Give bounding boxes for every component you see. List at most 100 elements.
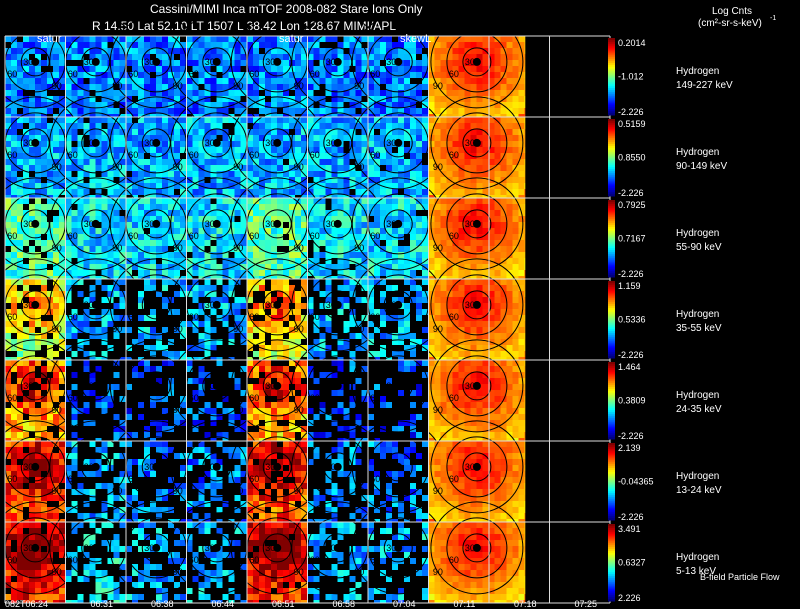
ring-label: 90	[354, 81, 364, 91]
ring-label: 30	[326, 219, 336, 229]
time-label-0: 082T06:24	[5, 599, 48, 609]
ring-label: 90	[233, 486, 243, 496]
ring-label: 60	[189, 150, 199, 160]
colorbar-min: -2.226	[618, 269, 644, 279]
ring-label: 90	[233, 162, 243, 172]
ring-label: 60	[249, 312, 259, 322]
ring-label: 30	[144, 219, 154, 229]
image-panel-r2-c6: 30 60 90	[351, 177, 445, 279]
ring-label: 90	[173, 324, 183, 334]
ring-label: 60	[68, 555, 78, 565]
ring-label: 30	[465, 300, 475, 310]
ring-label: 30	[465, 543, 475, 553]
ring-label: 60	[7, 231, 17, 241]
ring-label: 60	[7, 69, 17, 79]
angle-rings: 30 60 90	[109, 339, 203, 433]
ring-label: 60	[7, 150, 17, 160]
colorbar-min: -2.226	[618, 512, 644, 522]
colorbar-mid: 0.3809	[618, 396, 646, 406]
angle-rings: 30 60 90	[430, 339, 524, 433]
colorbar-max: 1.159	[618, 281, 641, 291]
angle-rings: 30 60 90	[430, 501, 524, 595]
ring-label: 30	[265, 57, 275, 67]
ring-label: 60	[128, 150, 138, 160]
ring-label: 90	[173, 243, 183, 253]
image-panel-r0-c5: 30 60 90	[291, 15, 385, 117]
ring-label: 30	[144, 381, 154, 391]
ring-label: 90	[354, 486, 364, 496]
image-panel-r6-c7: 30 60 90	[428, 501, 526, 603]
ring-label: 90	[233, 405, 243, 415]
ring-label: 30	[386, 138, 396, 148]
ring-label: 60	[68, 69, 78, 79]
ring-label: 60	[310, 69, 320, 79]
ring-label: 60	[449, 312, 459, 322]
ring-label: 30	[84, 462, 94, 472]
ring-label: 30	[205, 138, 215, 148]
ring-label: 60	[249, 393, 259, 403]
ring-label: 90	[0, 486, 1, 496]
ring-label: 30	[144, 462, 154, 472]
ring-label: 90	[112, 162, 122, 172]
colorbar-0: 0.2014 -1.012 -2.226 Hydrogen 149-227 keV	[608, 38, 733, 117]
ring-label: 90	[354, 243, 364, 253]
ring-label: 30	[326, 57, 336, 67]
colorbar-3: 1.159 0.5336 -2.226 Hydrogen 35-55 keV	[608, 281, 722, 360]
ring-label: 30	[84, 381, 94, 391]
ring-label: 30	[326, 462, 336, 472]
ring-label: 90	[112, 567, 122, 577]
ring-label: 90	[233, 243, 243, 253]
angle-rings: 30 60 90	[430, 258, 524, 352]
ring-label: 30	[265, 138, 275, 148]
ring-label: 90	[354, 567, 364, 577]
image-panel-r1-c4: 30 60 90	[230, 96, 324, 198]
ring-label: 90	[52, 324, 62, 334]
ring-label: 30	[386, 543, 396, 553]
channel-energy: 55-90 keV	[676, 242, 722, 253]
image-panel-r3-c6: 30 60 90	[351, 258, 445, 360]
ring-label: 60	[370, 555, 380, 565]
ring-label: 90	[433, 81, 443, 91]
ring-label: 30	[465, 219, 475, 229]
ring-label: 30	[205, 381, 215, 391]
ring-label: 60	[249, 231, 259, 241]
units-label: Log Cnts	[712, 6, 753, 17]
spacecraft-coords: R 14.50 Lat 52.10 LT 1507 L 38.42 Lon 12…	[92, 19, 396, 33]
ring-label: 90	[0, 567, 1, 577]
image-panel-r4-c1: 30 60 90	[49, 339, 143, 441]
image-panel-r4-c5: 30 60 90	[291, 339, 385, 441]
ring-label: 30	[23, 57, 33, 67]
ring-label: 30	[326, 543, 336, 553]
ring-label: 30	[23, 381, 33, 391]
ring-label: 90	[433, 324, 443, 334]
time-label-3: 06:44	[212, 599, 235, 609]
frame-label-4: satur	[279, 33, 304, 45]
ring-label: 60	[370, 69, 380, 79]
units-text: (cm²-sr-s-keV)	[698, 18, 762, 29]
ring-label: 90	[52, 405, 62, 415]
ring-label: 60	[310, 474, 320, 484]
ring-label: 60	[370, 150, 380, 160]
image-panel-r0-c0: 30 60 90	[0, 15, 82, 117]
ring-label: 30	[465, 138, 475, 148]
image-panel-r5-c7: 30 60 90	[428, 420, 526, 522]
ring-label: 90	[112, 405, 122, 415]
ring-label: 90	[52, 81, 62, 91]
colorbar-mid: 0.8550	[618, 153, 646, 163]
ring-label: 60	[189, 231, 199, 241]
ring-label: 90	[0, 324, 1, 334]
image-panel-r1-c3: 30 60 90	[170, 96, 264, 198]
ring-label: 90	[294, 81, 304, 91]
channel-species: Hydrogen	[676, 309, 719, 320]
ring-label: 60	[370, 231, 380, 241]
colorbar-4: 1.464 0.3809 -2.226 Hydrogen 24-35 keV	[608, 362, 722, 441]
channel-species: Hydrogen	[676, 66, 719, 77]
ring-label: 60	[249, 474, 259, 484]
time-label-6: 07:04	[393, 599, 416, 609]
ring-label: 60	[68, 393, 78, 403]
ring-label: 30	[84, 543, 94, 553]
channel-energy: 5-13 keV	[676, 566, 716, 577]
ring-label: 30	[205, 57, 215, 67]
ring-label: 30	[465, 381, 475, 391]
ring-label: 30	[326, 381, 336, 391]
